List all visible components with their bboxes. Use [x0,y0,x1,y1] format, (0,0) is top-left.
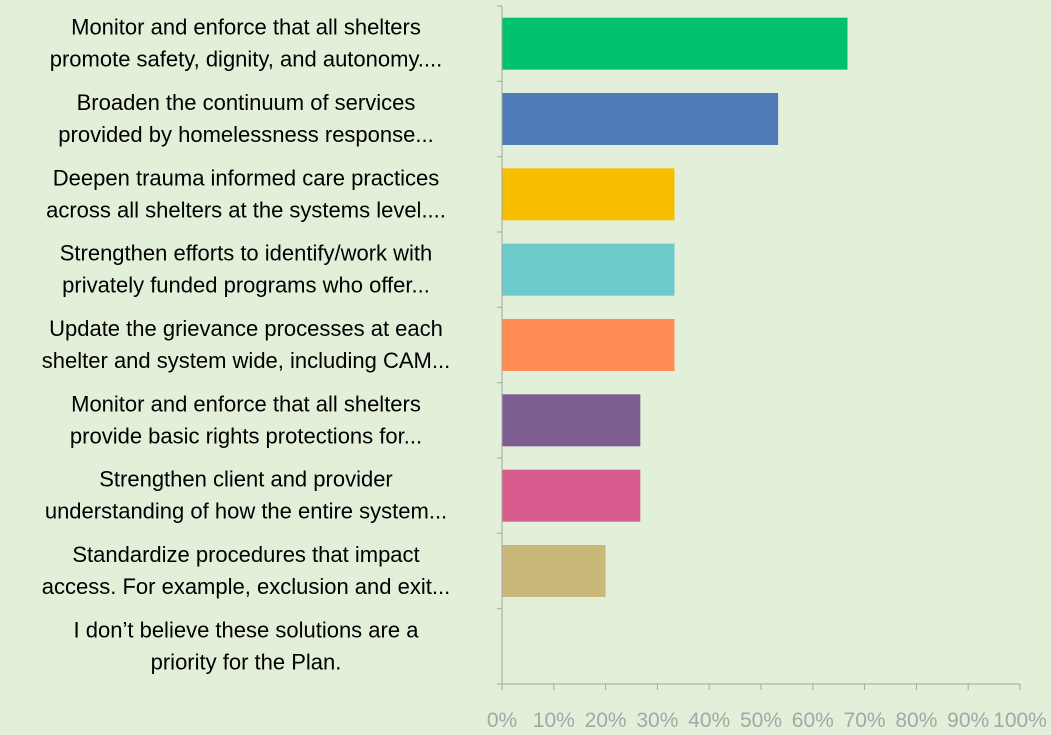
category-label-line: Deepen trauma informed care practices [53,165,439,190]
bar [502,243,675,296]
x-tick-label: 20% [585,709,627,730]
category-label-line: across all shelters at the systems level… [46,197,446,222]
category-label-line: Strengthen efforts to identify/work with [60,241,433,266]
category-label-line: Update the grievance processes at each [49,316,443,341]
category-label-line: Standardize procedures that impact [72,542,419,567]
category-label-line: Strengthen client and provider [99,467,393,492]
bar [502,394,641,447]
x-tick-label: 60% [792,709,834,730]
category-label-line: Monitor and enforce that all shelters [71,391,421,416]
x-tick-label: 40% [688,709,730,730]
bar [502,168,675,221]
category-label: Strengthen efforts to identify/work with… [60,241,433,298]
category-label-line: understanding of how the entire system..… [45,499,447,524]
x-tick-label: 70% [844,709,886,730]
category-label-line: Broaden the continuum of services [77,90,416,115]
category-label-line: provide basic rights protections for... [70,423,422,448]
x-tick-label: 100% [993,709,1047,730]
category-label-line: promote safety, dignity, and autonomy...… [50,47,443,72]
category-label: Broaden the continuum of services provide… [58,90,433,147]
category-label-line: provided by homelessness response... [58,122,433,147]
bar [502,545,606,597]
x-tick-label: 50% [740,709,782,730]
x-tick-label: 30% [636,709,678,730]
category-label-line: priority for the Plan. [151,649,342,674]
category-label-line: I don’t believe these solutions are a [74,617,420,642]
x-tick-label: 10% [533,709,575,730]
category-label: Update the grievance processes at each sh… [42,316,450,373]
category-label: Deepen trauma informed care practices acr… [46,165,446,222]
bar [502,17,848,70]
category-label: I don’t believe these solutions are a pri… [74,617,420,674]
bar [502,93,779,145]
bar [502,319,675,371]
bar [502,469,641,522]
category-label-line: privately funded programs who offer... [62,273,430,298]
x-tick-label: 0% [487,709,517,730]
category-label-line: Monitor and enforce that all shelters [71,15,421,40]
x-tick-label: 90% [947,709,989,730]
category-label: Monitor and enforce that all shelters pro… [70,391,422,448]
x-tick-label: 80% [895,709,937,730]
category-label: Monitor and enforce that all shelters pro… [50,15,443,72]
category-label: Strengthen client and provider understand… [45,467,447,524]
category-label: Standardize procedures that impact access… [42,542,450,599]
category-label-line: access. For example, exclusion and exit.… [42,574,450,599]
category-label-line: shelter and system wide, including CAM..… [42,348,450,373]
